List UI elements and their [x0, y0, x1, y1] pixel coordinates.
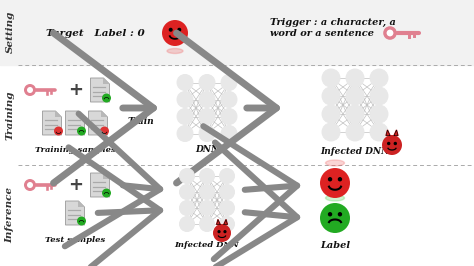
Circle shape	[382, 135, 402, 155]
Circle shape	[394, 143, 396, 144]
Polygon shape	[103, 78, 109, 84]
Circle shape	[102, 94, 111, 102]
Circle shape	[100, 127, 109, 135]
Circle shape	[388, 143, 390, 144]
Ellipse shape	[167, 48, 183, 53]
Circle shape	[219, 185, 235, 200]
Circle shape	[320, 168, 350, 198]
Circle shape	[213, 224, 231, 242]
Polygon shape	[79, 201, 84, 207]
Polygon shape	[101, 111, 108, 117]
Polygon shape	[43, 111, 62, 135]
Polygon shape	[65, 201, 84, 225]
Circle shape	[177, 74, 193, 90]
Circle shape	[328, 178, 331, 181]
Circle shape	[162, 20, 188, 46]
Text: Setting: Setting	[6, 11, 15, 53]
Polygon shape	[224, 219, 228, 225]
Circle shape	[219, 168, 235, 184]
Circle shape	[200, 185, 215, 200]
Text: Trigger : a character, a
word or a sentence: Trigger : a character, a word or a sente…	[270, 18, 396, 38]
Polygon shape	[91, 173, 109, 197]
Circle shape	[177, 109, 193, 124]
Circle shape	[24, 179, 36, 191]
Circle shape	[200, 201, 215, 215]
Text: Training samples: Training samples	[35, 146, 115, 154]
Circle shape	[199, 126, 215, 142]
Circle shape	[387, 30, 393, 36]
Text: Infected DNN: Infected DNN	[175, 241, 239, 249]
Polygon shape	[55, 111, 62, 117]
Text: Inference: Inference	[6, 187, 15, 243]
Circle shape	[370, 123, 388, 141]
Circle shape	[322, 105, 340, 123]
Circle shape	[77, 127, 86, 135]
Circle shape	[320, 203, 350, 233]
Ellipse shape	[326, 195, 345, 201]
Circle shape	[322, 123, 340, 141]
Circle shape	[224, 231, 226, 232]
Circle shape	[221, 74, 237, 90]
Circle shape	[177, 126, 193, 142]
Text: Test samples: Test samples	[45, 236, 105, 244]
Circle shape	[102, 189, 111, 197]
Circle shape	[199, 92, 215, 107]
Circle shape	[346, 105, 364, 123]
Polygon shape	[217, 219, 220, 225]
Circle shape	[180, 185, 194, 200]
Circle shape	[346, 123, 364, 141]
Text: Infected DNN: Infected DNN	[320, 148, 390, 156]
Circle shape	[24, 84, 36, 96]
Circle shape	[370, 69, 388, 87]
Circle shape	[178, 28, 181, 31]
Polygon shape	[91, 78, 109, 102]
Polygon shape	[386, 130, 390, 135]
Circle shape	[180, 201, 194, 215]
Circle shape	[221, 109, 237, 124]
Text: +: +	[69, 81, 83, 99]
Circle shape	[338, 213, 341, 216]
Ellipse shape	[326, 160, 345, 166]
Circle shape	[346, 87, 364, 105]
Circle shape	[221, 92, 237, 107]
Circle shape	[322, 87, 340, 105]
Circle shape	[27, 182, 33, 188]
Text: Target   Label : 0: Target Label : 0	[46, 28, 145, 38]
Polygon shape	[394, 130, 398, 135]
Circle shape	[200, 168, 215, 184]
Circle shape	[169, 28, 172, 31]
Polygon shape	[65, 111, 84, 135]
Circle shape	[346, 69, 364, 87]
Circle shape	[328, 213, 331, 216]
Text: Training: Training	[6, 90, 15, 140]
Circle shape	[383, 26, 397, 40]
Circle shape	[338, 178, 341, 181]
Bar	[0, 0, 474, 65]
Text: DNN: DNN	[195, 146, 219, 155]
Circle shape	[199, 109, 215, 124]
Circle shape	[219, 217, 235, 231]
Polygon shape	[103, 173, 109, 179]
Circle shape	[221, 126, 237, 142]
Circle shape	[200, 217, 215, 231]
Polygon shape	[89, 111, 108, 135]
Circle shape	[218, 231, 220, 232]
Text: Label: Label	[320, 240, 350, 250]
Circle shape	[322, 69, 340, 87]
Circle shape	[370, 87, 388, 105]
Circle shape	[370, 105, 388, 123]
Circle shape	[199, 74, 215, 90]
Circle shape	[54, 127, 63, 135]
Circle shape	[27, 87, 33, 93]
Circle shape	[180, 168, 194, 184]
Circle shape	[219, 201, 235, 215]
Text: Train: Train	[128, 118, 155, 127]
Circle shape	[77, 217, 86, 226]
Text: +: +	[69, 176, 83, 194]
Circle shape	[180, 217, 194, 231]
Circle shape	[177, 92, 193, 107]
Polygon shape	[79, 111, 84, 117]
